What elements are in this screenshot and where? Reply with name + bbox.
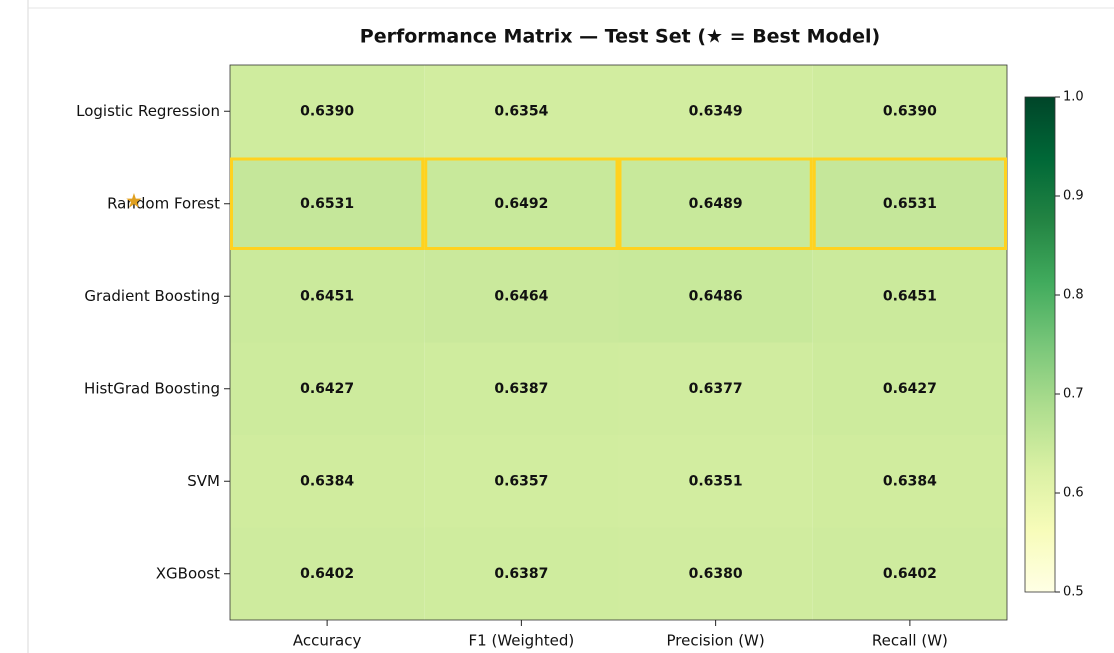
cell-label: 0.6351 — [689, 473, 743, 489]
heatmap-cell — [618, 527, 813, 620]
cell-label: 0.6390 — [883, 103, 937, 119]
y-tick-label: HistGrad Boosting — [84, 379, 220, 397]
cell-label: 0.6354 — [494, 103, 548, 119]
x-tick-label: Accuracy — [293, 632, 362, 650]
heatmap-cell — [812, 342, 1007, 435]
chart-title: Performance Matrix — Test Set (★ = Best … — [360, 26, 880, 48]
cell-label: 0.6451 — [883, 288, 937, 304]
heatmap-cell — [812, 157, 1007, 250]
cell-label: 0.6349 — [689, 103, 743, 119]
cell-label: 0.6464 — [494, 288, 548, 304]
heatmap-cell — [618, 435, 813, 528]
heatmap-cell — [424, 65, 619, 158]
highlight-box — [230, 157, 425, 250]
y-tick-label: SVM — [187, 472, 220, 490]
cell-label: 0.6387 — [494, 566, 548, 582]
cell-label: 0.6451 — [300, 288, 354, 304]
heatmap-cell — [424, 342, 619, 435]
heatmap-cell — [230, 342, 425, 435]
cell-label: 0.6377 — [689, 381, 743, 397]
highlight-box — [424, 157, 619, 250]
cell-label: 0.6427 — [300, 381, 354, 397]
heatmap-cell — [424, 435, 619, 528]
highlight-box — [618, 157, 813, 250]
cell-label: 0.6486 — [689, 288, 743, 304]
heatmap-cell — [618, 342, 813, 435]
heatmap-cell — [230, 435, 425, 528]
heatmap-cell — [618, 65, 813, 158]
heatmap-cell — [424, 250, 619, 343]
colorbar-tick-label: 0.8 — [1063, 288, 1084, 303]
heatmap-cell — [230, 65, 425, 158]
best-star: ★ — [125, 188, 143, 212]
heatmap-cell — [618, 250, 813, 343]
heatmap-cell — [230, 250, 425, 343]
colorbar — [1024, 96, 1056, 593]
cell-label: 0.6492 — [494, 196, 548, 212]
cell-label: 0.6531 — [883, 196, 937, 212]
highlight-box — [812, 157, 1007, 250]
heatmap-cell — [230, 527, 425, 620]
y-tick-label: Gradient Boosting — [84, 287, 220, 305]
heatmap-cell — [812, 65, 1007, 158]
x-tick-label: F1 (Weighted) — [469, 632, 575, 650]
heatmap-cell — [812, 250, 1007, 343]
cell-label: 0.6357 — [494, 473, 548, 489]
heatmap-border — [229, 64, 1008, 621]
cell-label: 0.6531 — [300, 196, 354, 212]
heatmap-cell — [424, 157, 619, 250]
cell-label: 0.6387 — [494, 381, 548, 397]
cell-label: 0.6380 — [689, 566, 743, 582]
cell-label: 0.6390 — [300, 103, 354, 119]
heatmap-cell — [812, 527, 1007, 620]
cell-label: 0.6427 — [883, 381, 937, 397]
colorbar-tick-label: 0.6 — [1063, 486, 1084, 501]
colorbar-tick-label: 0.9 — [1063, 189, 1084, 204]
heatmap-cell — [424, 527, 619, 620]
colorbar-tick-label: 0.5 — [1063, 585, 1084, 600]
y-tick-label: Random Forest — [107, 194, 220, 212]
heatmap-cell — [812, 435, 1007, 528]
y-tick-label: XGBoost — [156, 564, 220, 582]
colorbar-tick-label: 1.0 — [1063, 90, 1084, 105]
colorbar-tick-label: 0.7 — [1063, 387, 1084, 402]
x-tick-label: Precision (W) — [667, 632, 765, 650]
y-tick-label: Logistic Regression — [76, 102, 220, 120]
cell-label: 0.6402 — [300, 566, 354, 582]
heatmap-cell — [230, 157, 425, 250]
cell-label: 0.6384 — [883, 473, 937, 489]
cell-label: 0.6384 — [300, 473, 354, 489]
heatmap-cell — [618, 157, 813, 250]
x-tick-label: Recall (W) — [872, 632, 948, 650]
cell-label: 0.6489 — [689, 196, 743, 212]
cell-label: 0.6402 — [883, 566, 937, 582]
